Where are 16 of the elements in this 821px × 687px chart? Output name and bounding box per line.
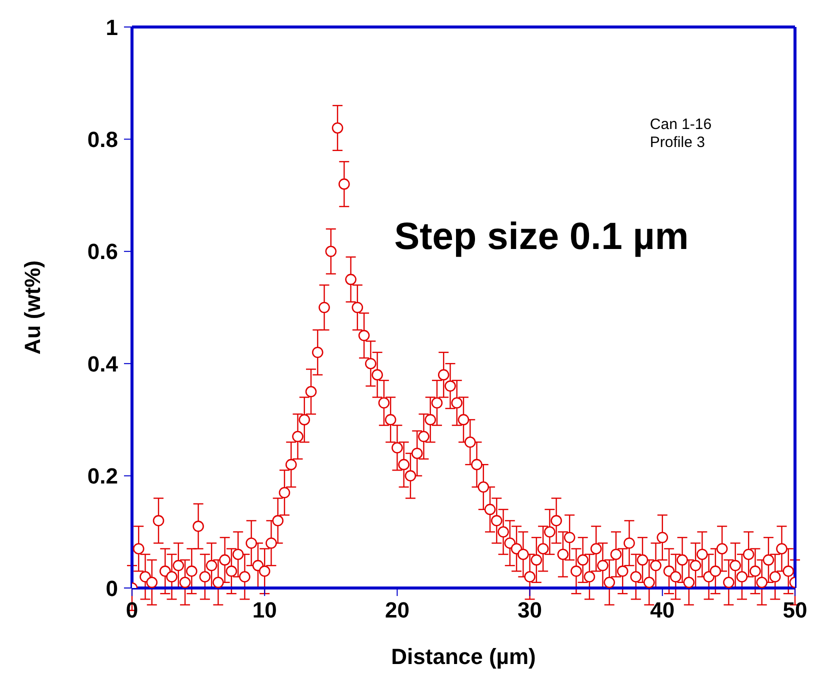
y-axis-title: Au (wt%) (20, 260, 45, 355)
x-tick-label: 10 (252, 598, 277, 623)
annotation: Profile 3 (650, 134, 705, 151)
x-axis-title: Distance (µm) (391, 644, 536, 669)
x-tick-label: 30 (518, 598, 542, 623)
annotation: Can 1-16 (650, 116, 712, 133)
y-tick-label: 0.2 (87, 464, 118, 489)
annotation: Step size 0.1 µm (394, 216, 689, 259)
y-tick-label: 0.4 (87, 351, 119, 376)
x-tick-label: 40 (650, 598, 675, 623)
x-tick-label: 20 (384, 598, 410, 623)
y-tick-label: 1 (106, 14, 118, 40)
y-tick-label: 0.8 (87, 127, 118, 152)
x-tick-label: 50 (782, 598, 808, 623)
y-tick-label: 0.6 (87, 239, 118, 264)
y-tick-label: 0 (106, 576, 118, 601)
